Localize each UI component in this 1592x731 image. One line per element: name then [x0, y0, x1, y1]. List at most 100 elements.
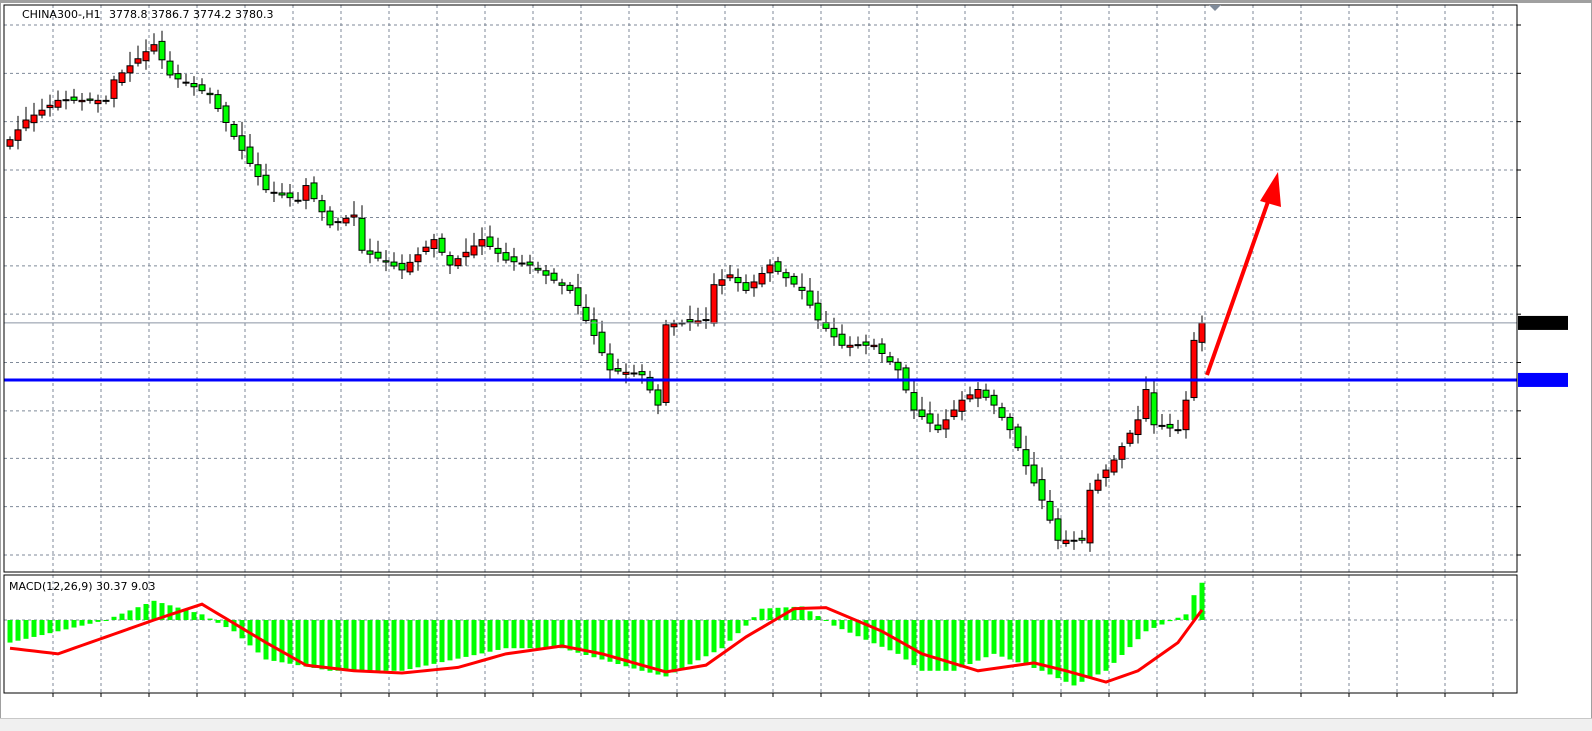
candles	[4, 30, 1517, 552]
candle-bullish	[142, 51, 150, 62]
candle-bearish	[358, 217, 366, 251]
macd-histogram-bar	[511, 620, 517, 649]
macd-histogram-bar	[759, 608, 765, 620]
candle-bullish	[750, 281, 758, 289]
candle-bearish	[734, 276, 742, 284]
macd-histogram-bar	[87, 620, 93, 624]
status-bar	[0, 718, 1592, 731]
candle-bullish	[46, 104, 54, 109]
candle-bullish	[414, 254, 422, 263]
candle-bearish	[982, 389, 990, 398]
candle-bullish	[1134, 419, 1142, 436]
candle-bullish	[1142, 389, 1150, 420]
candle-bearish	[582, 306, 590, 321]
candle-bearish	[814, 302, 822, 321]
candle-bullish	[38, 109, 46, 116]
candle-bearish	[70, 96, 78, 101]
macd-histogram-bar	[407, 620, 413, 670]
candle-bearish	[998, 407, 1006, 418]
macd-histogram-bar	[647, 620, 653, 673]
macd-histogram-bar	[631, 620, 637, 669]
macd-histogram-bar	[1119, 620, 1125, 655]
candle-bullish	[726, 274, 734, 279]
macd-histogram-bar	[95, 620, 101, 622]
macd-histogram-bar	[55, 620, 61, 632]
candle-bullish	[710, 284, 718, 324]
macd-histogram-bar	[231, 620, 237, 632]
macd-histogram-bar	[743, 620, 749, 626]
candle-bullish	[78, 99, 86, 103]
macd-histogram-bar	[399, 620, 405, 671]
macd-histogram-bar	[1135, 620, 1141, 640]
macd-histogram-bar	[215, 620, 221, 623]
macd-histogram-bar	[863, 620, 869, 640]
candle-bearish	[854, 344, 862, 347]
macd-histogram-bar	[311, 620, 317, 668]
macd-histogram-bar	[567, 620, 573, 651]
macd-histogram-bar	[223, 620, 229, 628]
macd-histogram-bar	[799, 606, 805, 620]
macd-histogram-bar	[967, 620, 973, 665]
macd-histogram-bar	[559, 620, 565, 649]
candle-bullish	[454, 258, 462, 267]
candle-bearish	[238, 135, 246, 151]
candle-bullish	[974, 389, 982, 399]
candle-bearish	[182, 81, 190, 84]
macd-histogram-bar	[447, 620, 453, 661]
candle-bullish	[462, 251, 470, 258]
macd-histogram-bar	[1063, 620, 1069, 682]
candle-bearish	[286, 192, 294, 199]
candle-bearish	[918, 409, 926, 418]
macd-histogram-bar	[983, 620, 989, 658]
macd-histogram-bar	[791, 606, 797, 620]
macd-histogram-bar	[703, 620, 709, 657]
candle-bearish	[878, 343, 886, 354]
candle-bearish	[310, 182, 318, 200]
macd-histogram-bar	[503, 620, 509, 649]
macd-histogram-bar	[583, 620, 589, 655]
macd-histogram-bar	[895, 620, 901, 654]
macd-label: MACD(12,26,9) 30.37 9.03	[9, 580, 156, 593]
candle-bearish	[494, 247, 502, 254]
macd-histogram-bar	[943, 620, 949, 671]
candle-bearish	[646, 376, 654, 391]
candle-bullish	[966, 394, 974, 400]
candle-bearish	[190, 82, 198, 88]
candle-bullish	[766, 264, 774, 274]
macd-histogram-bar	[527, 620, 533, 649]
macd-histogram-bar	[695, 620, 701, 661]
candle-bullish	[478, 239, 486, 247]
candle-bearish	[886, 356, 894, 363]
macd-histogram-bar	[623, 620, 629, 667]
candle-bullish	[94, 99, 102, 105]
main-pane-border	[3, 4, 1518, 573]
macd-histogram-bar	[543, 620, 549, 649]
macd-histogram-bar	[719, 620, 725, 649]
macd-histogram-bar	[479, 620, 485, 654]
candle-bearish	[606, 353, 614, 371]
candle-bearish	[574, 287, 582, 306]
macd-histogram-bar	[687, 620, 693, 665]
macd-histogram-bar	[1039, 620, 1045, 671]
macd-histogram-bar	[935, 620, 941, 671]
macd-histogram-bar	[775, 607, 781, 620]
candle-bullish	[1126, 432, 1134, 444]
candle-bullish	[102, 99, 110, 102]
candle-bullish	[1062, 539, 1070, 545]
candle-bearish	[566, 284, 574, 291]
macd-histogram-bar	[471, 620, 477, 656]
macd-histogram-bar	[119, 613, 125, 620]
candle-bullish	[1118, 446, 1126, 460]
macd-histogram-bar	[359, 620, 365, 671]
candle-bullish	[470, 245, 478, 256]
macd-histogram-bar	[71, 620, 77, 628]
candle-bearish	[86, 98, 94, 101]
candle-bearish	[382, 260, 390, 263]
macd-histogram-bar	[1111, 620, 1117, 663]
macd-histogram-bar	[575, 620, 581, 653]
candle-bearish	[318, 200, 326, 213]
macd-histogram-bar	[487, 620, 493, 652]
macd-histogram-bar	[831, 620, 837, 626]
candle-bullish	[150, 44, 158, 52]
